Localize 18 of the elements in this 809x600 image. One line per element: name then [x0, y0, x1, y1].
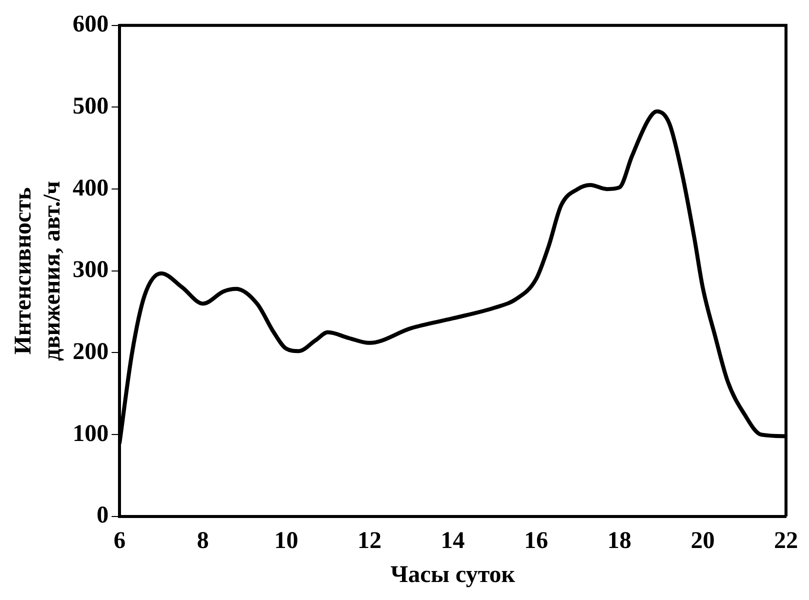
- y-tick-label: 400: [72, 175, 109, 202]
- x-tick-label: 10: [274, 528, 298, 554]
- x-tick-label: 14: [440, 528, 465, 554]
- x-axis-title: Часы суток: [390, 562, 516, 588]
- y-tick-label: 500: [72, 93, 109, 120]
- x-tick-label: 12: [358, 528, 382, 554]
- y-axis-title: Интенсивность движения, авт./ч: [10, 180, 66, 361]
- x-tick-label: 22: [774, 528, 798, 554]
- y-tick-label: 0: [96, 502, 109, 529]
- x-tick-label: 16: [524, 528, 548, 554]
- y-tick-label: 600: [72, 12, 109, 38]
- y-tick-label: 300: [72, 257, 109, 284]
- x-tick-label: 18: [607, 528, 632, 554]
- y-tick-label: 100: [72, 420, 109, 447]
- x-tick-label: 8: [196, 528, 209, 554]
- y-tick-label: 200: [72, 338, 109, 365]
- x-tick-label: 6: [114, 528, 126, 554]
- x-tick-label: 20: [690, 528, 715, 554]
